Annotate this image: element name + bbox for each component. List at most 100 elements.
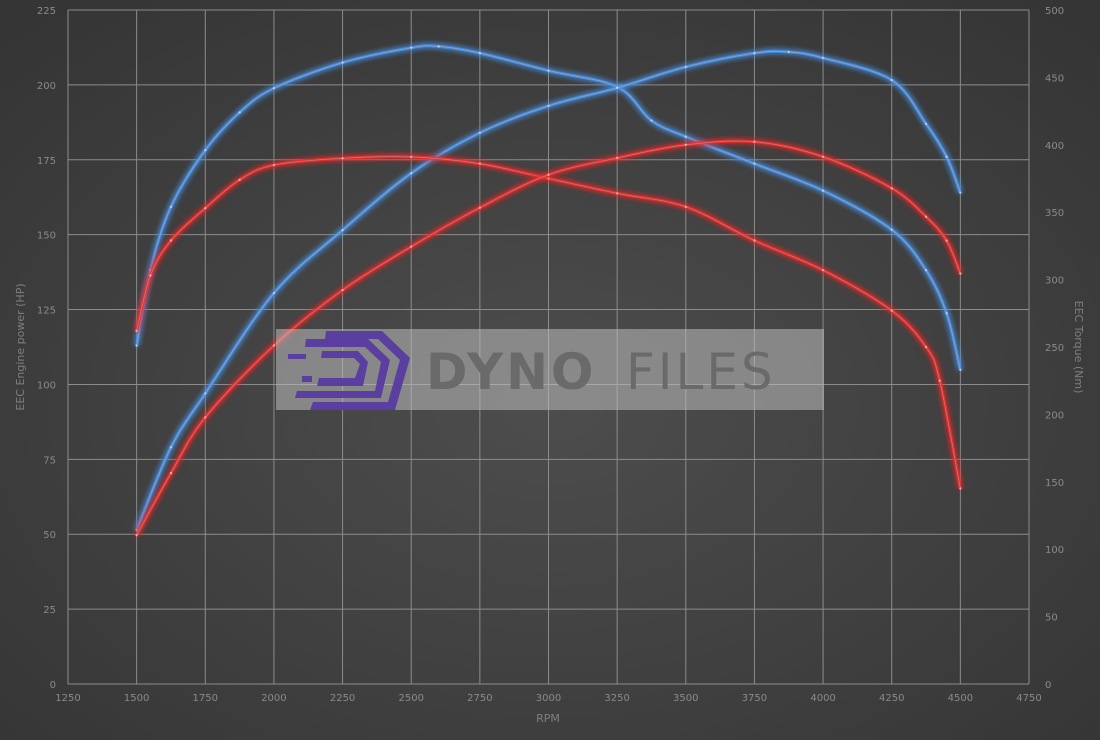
data-point: [341, 228, 344, 232]
data-point: [169, 205, 173, 209]
data-point: [169, 471, 173, 475]
data-point: [478, 51, 482, 55]
data-point: [615, 86, 619, 90]
data-point: [959, 272, 962, 275]
data-point: [821, 56, 825, 60]
data-point: [753, 162, 756, 165]
watermark-brand-suffix: FILES: [626, 343, 776, 401]
x-tick-label: 1750: [193, 693, 218, 704]
x-axis-label: RPM: [536, 712, 560, 725]
data-point: [272, 291, 276, 295]
y-axis-right-label: EEC Torque (Nm): [1072, 301, 1085, 394]
data-point: [272, 86, 276, 90]
data-point: [924, 345, 928, 349]
y-left-tick-label: 150: [37, 231, 56, 242]
y-left-tick-label: 25: [43, 605, 56, 616]
data-point: [410, 245, 413, 248]
data-point: [478, 131, 482, 135]
data-point: [615, 192, 619, 195]
data-point: [478, 206, 482, 209]
data-point: [135, 528, 138, 532]
data-point: [753, 140, 756, 144]
y-right-tick-label: 200: [1045, 410, 1064, 421]
series-1-power: [135, 49, 962, 532]
data-point: [272, 163, 276, 167]
y-left-tick-label: 0: [50, 680, 56, 691]
data-point: [547, 173, 550, 176]
data-point: [959, 368, 962, 372]
y-axis-left-label: EEC Engine power (HP): [14, 283, 27, 410]
data-point: [890, 228, 893, 231]
data-point: [890, 78, 893, 82]
y-right-tick-label: 50: [1045, 613, 1058, 624]
data-point: [169, 239, 173, 242]
x-tick-label: 3750: [742, 693, 767, 704]
data-point: [341, 61, 344, 64]
data-point: [821, 189, 825, 192]
data-point: [437, 45, 440, 48]
data-point: [410, 155, 413, 159]
x-tick-label: 2750: [467, 693, 492, 704]
data-point: [753, 239, 756, 242]
x-tick-label: 1250: [55, 693, 80, 704]
y-left-tick-label: 225: [37, 6, 56, 17]
y-right-tick-label: 500: [1045, 6, 1064, 17]
data-point: [204, 416, 207, 419]
data-point: [924, 268, 928, 272]
data-point: [410, 46, 413, 49]
data-point: [890, 187, 893, 190]
x-tick-label: 2250: [330, 693, 355, 704]
data-point: [821, 155, 825, 158]
y-right-tick-label: 400: [1045, 141, 1064, 152]
y-right-tick-label: 350: [1045, 208, 1064, 219]
data-point: [787, 50, 790, 54]
series-0-torque: [135, 44, 962, 372]
data-point: [238, 178, 241, 182]
data-point: [615, 156, 619, 160]
dynofiles-logo-icon: [288, 331, 410, 410]
x-tick-label: 3250: [604, 693, 629, 704]
y-left-tick-label: 200: [37, 81, 56, 92]
y-left-tick-label: 50: [43, 530, 56, 541]
data-point: [650, 119, 653, 122]
y-left-tick-label: 100: [37, 380, 56, 391]
data-point: [945, 239, 948, 242]
data-point: [890, 309, 893, 312]
x-tick-label: 4250: [879, 693, 904, 704]
data-point: [821, 268, 825, 272]
x-tick-label: 3500: [673, 693, 698, 704]
y-right-tick-label: 100: [1045, 545, 1064, 556]
y-right-tick-label: 150: [1045, 478, 1064, 489]
data-point: [169, 446, 173, 449]
watermark-brand-prefix: DYNO: [426, 343, 596, 401]
series-2-torque: [135, 155, 962, 490]
y-left-tick-label: 175: [37, 156, 56, 167]
tick-labels: 1250 1500 1750 2000 2250 2500 2750 3000 3250 3500…: [37, 6, 1064, 704]
data-point: [272, 344, 276, 347]
data-point: [478, 162, 482, 165]
data-point: [924, 122, 928, 126]
y-right-tick-label: 0: [1045, 680, 1051, 691]
data-point: [924, 215, 928, 218]
data-point: [684, 205, 687, 209]
series-3-power: [135, 139, 962, 537]
data-point: [547, 69, 550, 72]
series-line-core: [136, 140, 961, 536]
data-point: [684, 135, 687, 138]
data-point: [938, 379, 941, 382]
data-point: [547, 104, 550, 108]
data-point: [684, 65, 687, 69]
watermark: DYNO FILES: [276, 329, 824, 410]
x-tick-label: 4500: [948, 693, 973, 704]
data-point: [945, 155, 948, 158]
data-point: [149, 274, 152, 277]
x-tick-label: 1500: [124, 693, 149, 704]
data-point: [547, 177, 550, 180]
x-tick-label: 4750: [1016, 693, 1041, 704]
data-point: [135, 533, 138, 537]
y-right-tick-label: 250: [1045, 343, 1064, 354]
y-right-tick-label: 450: [1045, 73, 1064, 84]
data-point: [135, 329, 138, 333]
series-line: [135, 139, 962, 536]
